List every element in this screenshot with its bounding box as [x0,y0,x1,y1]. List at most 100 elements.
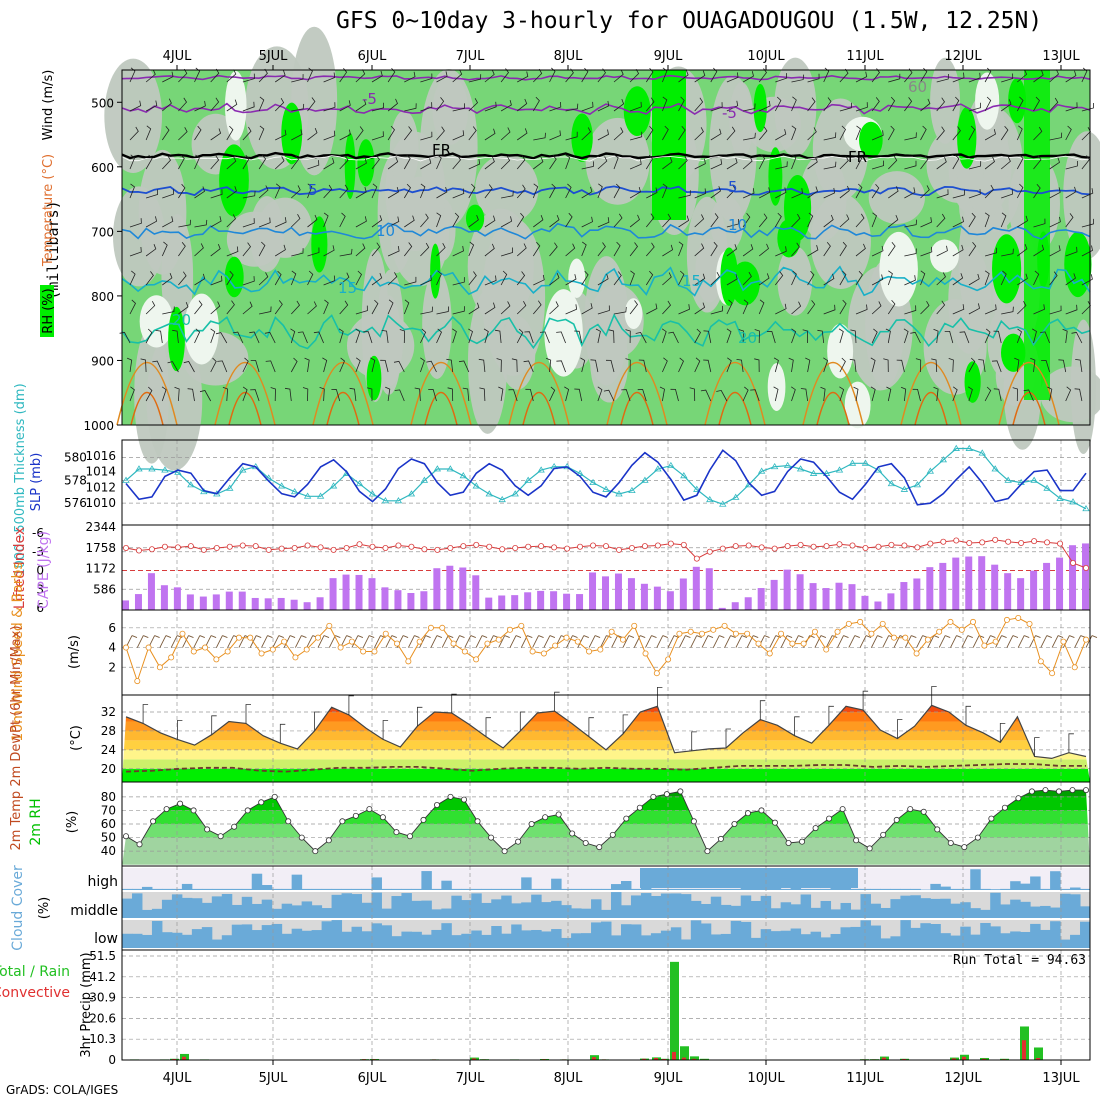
upper-barb-24-5 [516,212,525,228]
cloud-1-bar-12 [241,896,253,918]
cloud-1-bar-48 [601,909,612,918]
thickness-line-marker-4 [174,468,182,475]
upper-barb-47-5 [888,214,899,228]
upper-barb-1-4 [145,189,159,199]
cloud-2-bar-75 [870,925,881,948]
upper-barb-34-2 [678,125,686,141]
wind10m-speed-line-marker-71 [924,636,931,643]
upper-barb-3-5 [178,219,191,228]
rh-gray-blob-69 [499,316,536,390]
upper-barb-22-1 [484,101,497,112]
rh2m-line-marker-43 [704,848,711,855]
cape-bar-69 [1017,578,1025,610]
wind10m-barb-72 [938,635,951,648]
cape-bar-37 [602,576,609,610]
isotherm-label-11: 20 [738,329,757,347]
cape-bar-30 [511,595,519,610]
upper-barb-43-11 [820,386,826,402]
lifted-index-line-marker-16 [330,546,337,553]
isotherm-30-arch-2 [326,391,360,426]
cloud-2-bar-87 [990,926,1001,948]
upper-barb-40-10 [773,357,779,373]
thickness-line-marker-1 [135,465,143,472]
rh-ytick-0: 40 [101,844,116,858]
upper-barb-10-8 [291,300,300,315]
rh-gray-blob-13 [422,270,452,379]
cloud-1-bar-18 [301,901,313,918]
cloud-2-bar-58 [700,923,712,948]
wind10m-speed-line-marker-78 [1003,616,1010,623]
temp-band-3 [122,740,1090,750]
thickness-line-marker-74 [1082,504,1090,512]
upper-barb-5-11 [199,390,212,402]
cloud-2-bar-61 [730,920,742,948]
cape-bar-68 [1004,573,1012,610]
upper-barb-50-0 [936,73,949,83]
upper-barb-12-10 [322,357,328,373]
lifted-index-line-marker-61 [914,544,921,551]
upper-barb-58-1 [1065,102,1078,112]
rh2m-line-marker-42 [690,818,697,825]
upper-barb-56-0 [1033,70,1044,83]
upper-barb-30-9 [608,329,615,344]
wind10m-barb-5 [182,635,194,648]
cloud-0-bar-96 [1080,888,1091,890]
wind10m-speed-line-marker-42 [597,646,604,653]
upper-barb-57-0 [1049,69,1059,83]
upper-barb-32-5 [645,213,655,228]
legend-wind: Wind (m/s) [41,70,56,141]
lifted-index-line-marker-30 [512,545,519,552]
wind10m-speed-line-marker-54 [732,630,739,637]
upper-barb-3-7 [178,271,187,286]
cloud-0-bar-95 [1070,887,1081,890]
upper-barb-14-9 [355,328,361,344]
cloud-2-bar-28 [401,931,412,948]
upper-barb-16-10 [380,359,389,373]
chart-title: GFS 0~10day 3-hourly for OUAGADOUGOU (1.… [336,8,1043,34]
lifted-index-line-marker-47 [732,543,739,550]
wind10m-speed-line-marker-76 [981,642,988,649]
upper-barb-42-9 [802,329,808,344]
upper-barb-57-4 [1049,187,1061,199]
upper-barb-34-8 [678,304,690,315]
cloud-2-bar-85 [970,934,981,948]
precip-conv-bar-31 [952,1058,956,1060]
upper-barb-56-3 [1033,155,1042,170]
rh2m-line-marker-55 [866,845,873,852]
upper-barb-5-8 [210,301,221,315]
isotherm-30-arch-0 [130,391,164,426]
upper-barb-42-4 [807,186,818,199]
cloud-1-bar-43 [551,900,562,918]
upper-barb-53-0 [984,67,992,83]
temp-minmax-27 [588,717,594,737]
cloud-2-bar-4 [161,932,173,948]
cloud-0-bar-9 [211,888,223,890]
cloud-2-bar-6 [181,934,193,948]
upper-barb-7-10 [242,357,249,373]
upper-barb-27-9 [556,331,566,344]
cape-bar-23 [420,591,428,610]
upper-barb-46-9 [871,328,878,344]
thickness-line-marker-53 [809,469,818,476]
upper-barb-43-6 [823,242,831,257]
cape-bar-33 [550,591,558,610]
rh-ylabel: 2m RH [28,798,44,845]
wind10m-barb-8 [215,635,228,648]
upper-barb-10-4 [291,185,301,199]
upper-barb-58-6 [1065,246,1078,257]
upper-barb-45-11 [853,386,859,402]
upper-barb-6-3 [226,156,237,170]
precip-run-total: Run Total = 94.63 [953,953,1086,968]
cloud-1-bar-47 [591,899,602,918]
cloud-2-bar-1 [131,933,143,948]
upper-barb-16-2 [387,125,396,141]
rh2m-line-marker-15 [325,837,332,844]
thickness-line-marker-34 [563,462,571,470]
upper-barb-20-1 [452,103,465,112]
cloud-0-bar-33 [451,888,462,890]
cloud-1-bar-14 [261,899,273,918]
temp-minmax-43 [862,690,869,711]
rh-gray-blob-47 [868,171,925,224]
upper-barb-12-6 [323,245,335,257]
upper-barb-33-9 [661,328,667,344]
